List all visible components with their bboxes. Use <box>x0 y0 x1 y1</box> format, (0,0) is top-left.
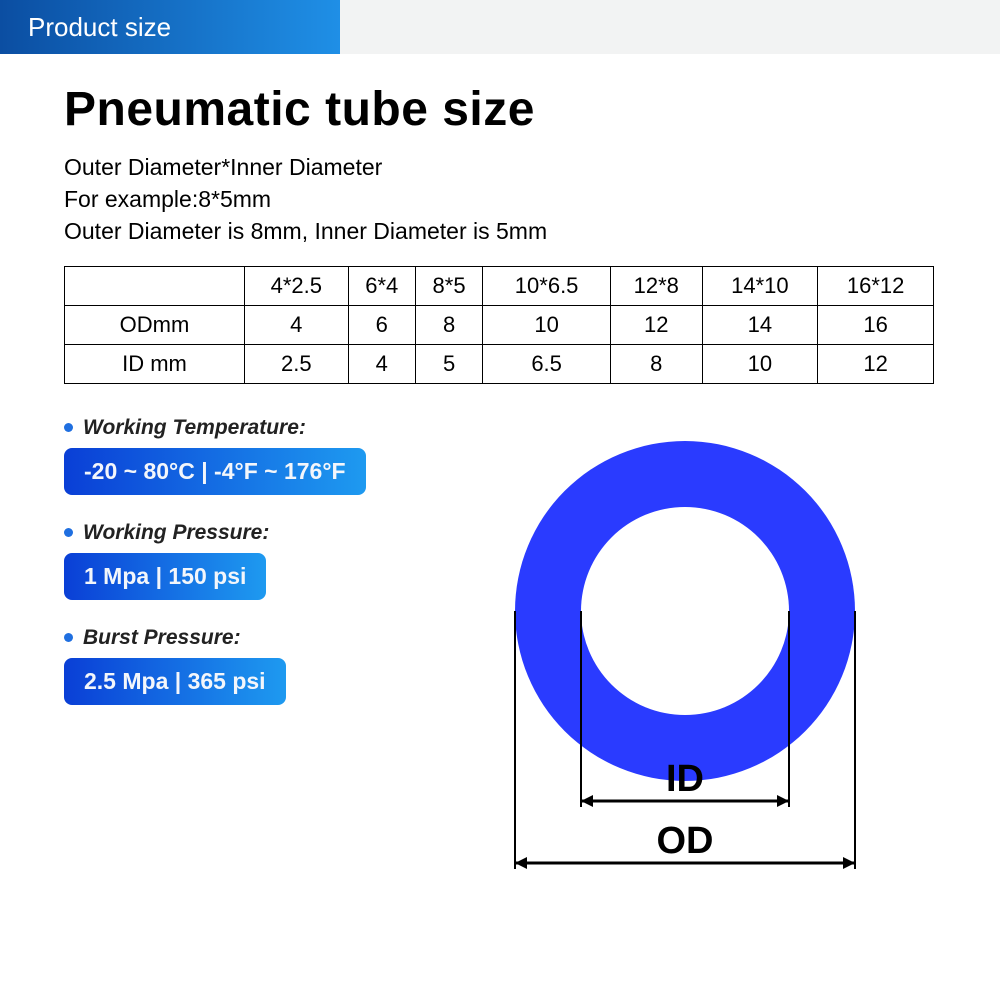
col-header: 10*6.5 <box>483 266 611 305</box>
cell: 14 <box>702 305 818 344</box>
desc-line: Outer Diameter*Inner Diameter <box>64 151 940 183</box>
cell: 8 <box>415 305 482 344</box>
cell: 10 <box>702 344 818 383</box>
col-header: 16*12 <box>818 266 934 305</box>
spec-label: Working Temperature: <box>64 416 460 440</box>
specs-column: Working Temperature: -20 ~ 80°C | -4°F ~… <box>64 416 460 896</box>
svg-text:ID: ID <box>666 758 704 800</box>
cell: 12 <box>818 344 934 383</box>
spec-label: Working Pressure: <box>64 521 460 545</box>
page-title: Pneumatic tube size <box>64 82 940 137</box>
bullet-icon <box>64 528 73 537</box>
spec-label-text: Burst Pressure: <box>83 626 241 650</box>
col-header: 8*5 <box>415 266 482 305</box>
cell: 4 <box>245 305 349 344</box>
lower-section: Working Temperature: -20 ~ 80°C | -4°F ~… <box>64 416 940 896</box>
desc-line: Outer Diameter is 8mm, Inner Diameter is… <box>64 215 940 247</box>
svg-text:OD: OD <box>657 820 714 862</box>
desc-line: For example:8*5mm <box>64 183 940 215</box>
header-title: Product size <box>0 0 340 54</box>
table-row: ID mm 2.5 4 5 6.5 8 10 12 <box>65 344 934 383</box>
spec-label-text: Working Temperature: <box>83 416 306 440</box>
content: Pneumatic tube size Outer Diameter*Inner… <box>0 82 1000 896</box>
col-header: 12*8 <box>611 266 703 305</box>
cell: 4 <box>348 344 415 383</box>
ring-svg: ID OD <box>460 416 940 896</box>
table-row: ODmm 4 6 8 10 12 14 16 <box>65 305 934 344</box>
spec-label: Burst Pressure: <box>64 626 460 650</box>
cell: 5 <box>415 344 482 383</box>
spec-block-burst: Burst Pressure: 2.5 Mpa | 365 psi <box>64 626 460 705</box>
cell: 2.5 <box>245 344 349 383</box>
col-header: 4*2.5 <box>245 266 349 305</box>
spec-label-text: Working Pressure: <box>83 521 269 545</box>
table-row: 4*2.5 6*4 8*5 10*6.5 12*8 14*10 16*12 <box>65 266 934 305</box>
spec-value-pill: -20 ~ 80°C | -4°F ~ 176°F <box>64 448 366 495</box>
cell: 16 <box>818 305 934 344</box>
cell: 12 <box>611 305 703 344</box>
cell: 6 <box>348 305 415 344</box>
header-grey-strip <box>340 0 1000 54</box>
cell: 8 <box>611 344 703 383</box>
cell: 10 <box>483 305 611 344</box>
ring-inner-circle <box>581 507 789 715</box>
ring-diagram: ID OD <box>460 416 940 896</box>
spec-block-pressure: Working Pressure: 1 Mpa | 150 psi <box>64 521 460 600</box>
bullet-icon <box>64 423 73 432</box>
row-label-od: ODmm <box>65 305 245 344</box>
size-table: 4*2.5 6*4 8*5 10*6.5 12*8 14*10 16*12 OD… <box>64 266 934 384</box>
spec-value-pill: 1 Mpa | 150 psi <box>64 553 266 600</box>
row-label-id: ID mm <box>65 344 245 383</box>
col-header: 14*10 <box>702 266 818 305</box>
spec-value-pill: 2.5 Mpa | 365 psi <box>64 658 286 705</box>
bullet-icon <box>64 633 73 642</box>
header-bar: Product size <box>0 0 1000 54</box>
description: Outer Diameter*Inner Diameter For exampl… <box>64 151 940 248</box>
spec-block-temperature: Working Temperature: -20 ~ 80°C | -4°F ~… <box>64 416 460 495</box>
row-label-blank <box>65 266 245 305</box>
cell: 6.5 <box>483 344 611 383</box>
col-header: 6*4 <box>348 266 415 305</box>
